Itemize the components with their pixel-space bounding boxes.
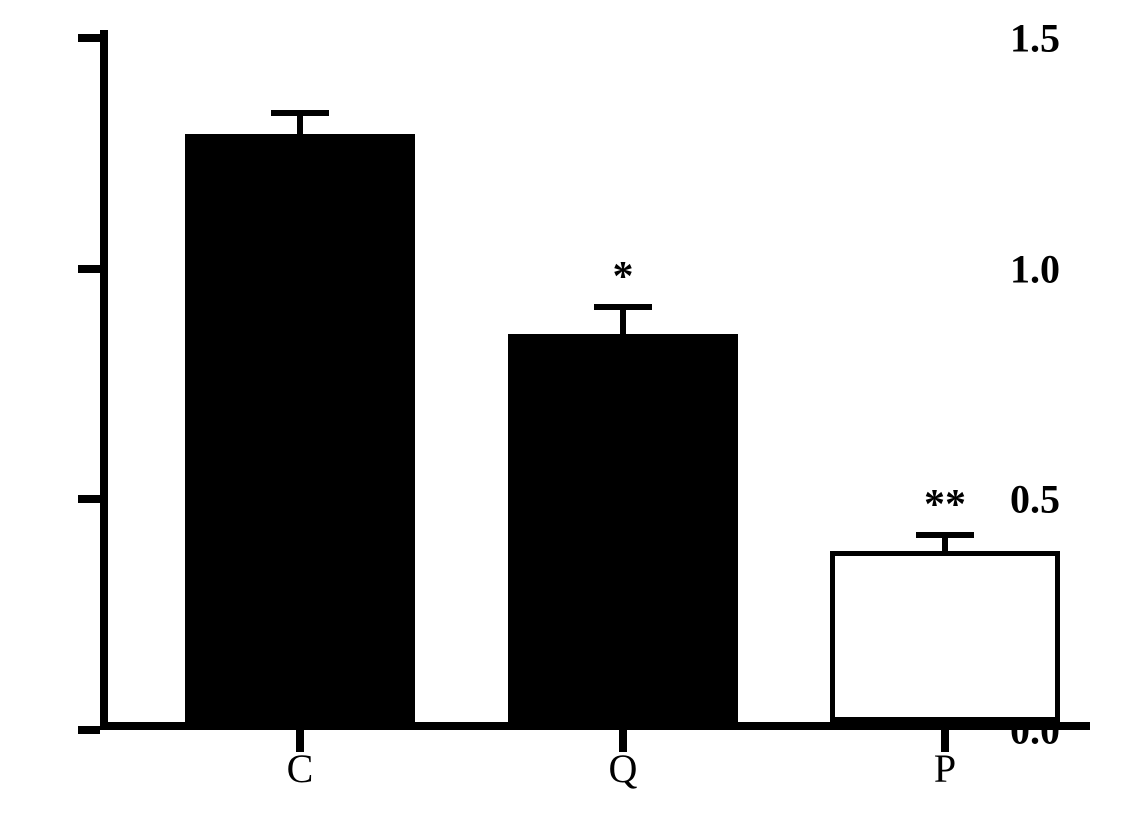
significance-label: * [613, 253, 634, 301]
x-axis [100, 722, 1090, 730]
bar-P [830, 551, 1060, 722]
y-tick-label: 0.5 [1010, 476, 1060, 523]
y-tick [78, 265, 100, 273]
bar-C [185, 134, 415, 722]
y-tick [78, 495, 100, 503]
y-axis [100, 30, 108, 730]
error-bar-cap [594, 304, 652, 310]
bar-chart: 0.00.51.01.5 CQP *** [100, 30, 1100, 800]
x-tick-label: C [287, 745, 314, 792]
significance-label: ** [924, 481, 966, 529]
plot-area: 0.00.51.01.5 CQP *** [100, 30, 1090, 730]
y-tick [78, 726, 100, 734]
bar-Q [508, 334, 738, 722]
x-tick-label: P [934, 745, 956, 792]
x-tick-label: Q [609, 745, 638, 792]
error-bar-stem [297, 113, 303, 134]
error-bar-cap [271, 110, 329, 116]
error-bar-stem [620, 307, 626, 335]
error-bar-cap [916, 532, 974, 538]
y-tick-label: 1.5 [1010, 15, 1060, 62]
y-tick [78, 34, 100, 42]
y-tick-label: 1.0 [1010, 245, 1060, 292]
